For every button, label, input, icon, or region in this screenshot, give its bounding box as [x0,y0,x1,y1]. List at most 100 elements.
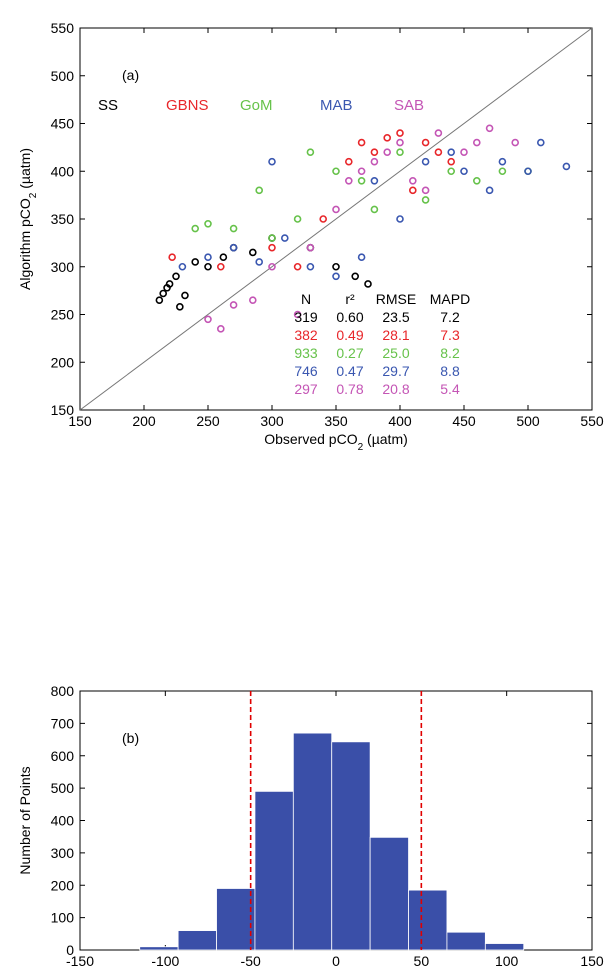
point [357,138,366,147]
table-cell: 23.5 [382,309,409,325]
table-cell: 20.8 [382,381,409,397]
histogram-bar [254,790,294,951]
x-tick-label: 450 [452,413,476,429]
point [293,215,302,223]
axis-label: Number of Points [17,766,33,874]
point [255,258,264,266]
point [421,157,430,166]
point [447,167,456,176]
point [172,272,180,281]
y-tick-label: 550 [51,20,75,36]
point [204,253,212,262]
point [176,303,184,311]
x-tick-label: 100 [495,953,519,969]
histogram-bar [408,889,448,951]
y-tick-label: 400 [51,813,75,829]
y-tick-label: 800 [51,683,75,699]
point [421,196,430,204]
point [498,157,507,166]
point [396,129,404,137]
table-cell: 0.78 [336,381,363,397]
point [219,253,228,262]
point [396,138,404,147]
legend-label: GoM [240,97,273,114]
table-header: r² [345,291,355,307]
point [204,315,212,324]
x-tick-label: 50 [414,953,430,969]
y-tick-label: 300 [51,259,75,275]
point [357,167,366,176]
point [383,134,392,142]
table-cell: 8.2 [440,345,460,361]
panel-label: (a) [122,67,139,83]
point [344,177,353,185]
histogram-bar [331,741,371,951]
histogram-bar [292,732,333,951]
x-tick-label: -150 [66,953,94,969]
table-cell: 933 [294,345,318,361]
table-cell: 382 [294,327,318,343]
panel-label: (b) [122,730,139,746]
y-tick-label: 250 [51,307,75,323]
histogram-bar [484,943,525,951]
axis-label: Observed pCO2 (µatm) [264,431,408,453]
point [204,262,212,271]
x-tick-label: 150 [68,413,92,429]
x-tick-label: -100 [151,953,179,969]
point [204,219,212,228]
table-cell: 0.47 [336,363,363,379]
x-tick-label: 0 [332,953,340,969]
table-cell: 25.0 [382,345,409,361]
x-tick-label: 500 [516,413,540,429]
histogram-bar [446,931,486,951]
point [562,162,571,171]
point [434,129,443,137]
y-tick-label: 0 [66,942,74,958]
table-cell: 8.8 [440,363,460,379]
point [168,253,176,262]
x-tick-label: 350 [324,413,348,429]
point [155,296,164,304]
legend-label: MAB [320,97,353,114]
legend-label: SAB [394,97,424,114]
point [357,253,366,262]
y-tick-label: 450 [51,116,75,132]
point [229,301,238,309]
table-cell: 0.60 [336,309,363,325]
axis-label-part: Observed pCO [264,431,357,447]
axis-label-part: (µatm) [363,431,408,447]
table-cell: 29.7 [382,363,409,379]
one-to-one-line [79,27,593,411]
point [408,177,417,185]
point [396,215,404,223]
point [306,243,315,252]
y-tick-label: 700 [51,715,75,731]
point [280,234,289,242]
histogram-bar [139,946,179,951]
y-tick-label: 200 [51,877,75,893]
point [178,262,187,271]
point [165,280,174,288]
point [485,124,494,133]
point [268,262,276,271]
table-cell: 5.4 [440,381,460,397]
point [181,291,189,300]
point [370,148,379,156]
y-tick-label: 300 [51,845,75,861]
point [351,272,360,281]
point [159,289,167,298]
x-tick-label: 200 [132,413,156,429]
point [408,186,417,195]
point [293,262,302,271]
point [268,234,276,242]
point [293,310,302,319]
table-cell: 7.2 [440,309,460,325]
y-tick-label: 500 [51,68,75,84]
table-header: MAPD [430,291,470,307]
axis-label-part: (µatm) [17,148,33,193]
point [249,248,257,257]
table-cell: 7.3 [440,327,460,343]
table-cell: 0.49 [336,327,363,343]
point [332,167,340,176]
